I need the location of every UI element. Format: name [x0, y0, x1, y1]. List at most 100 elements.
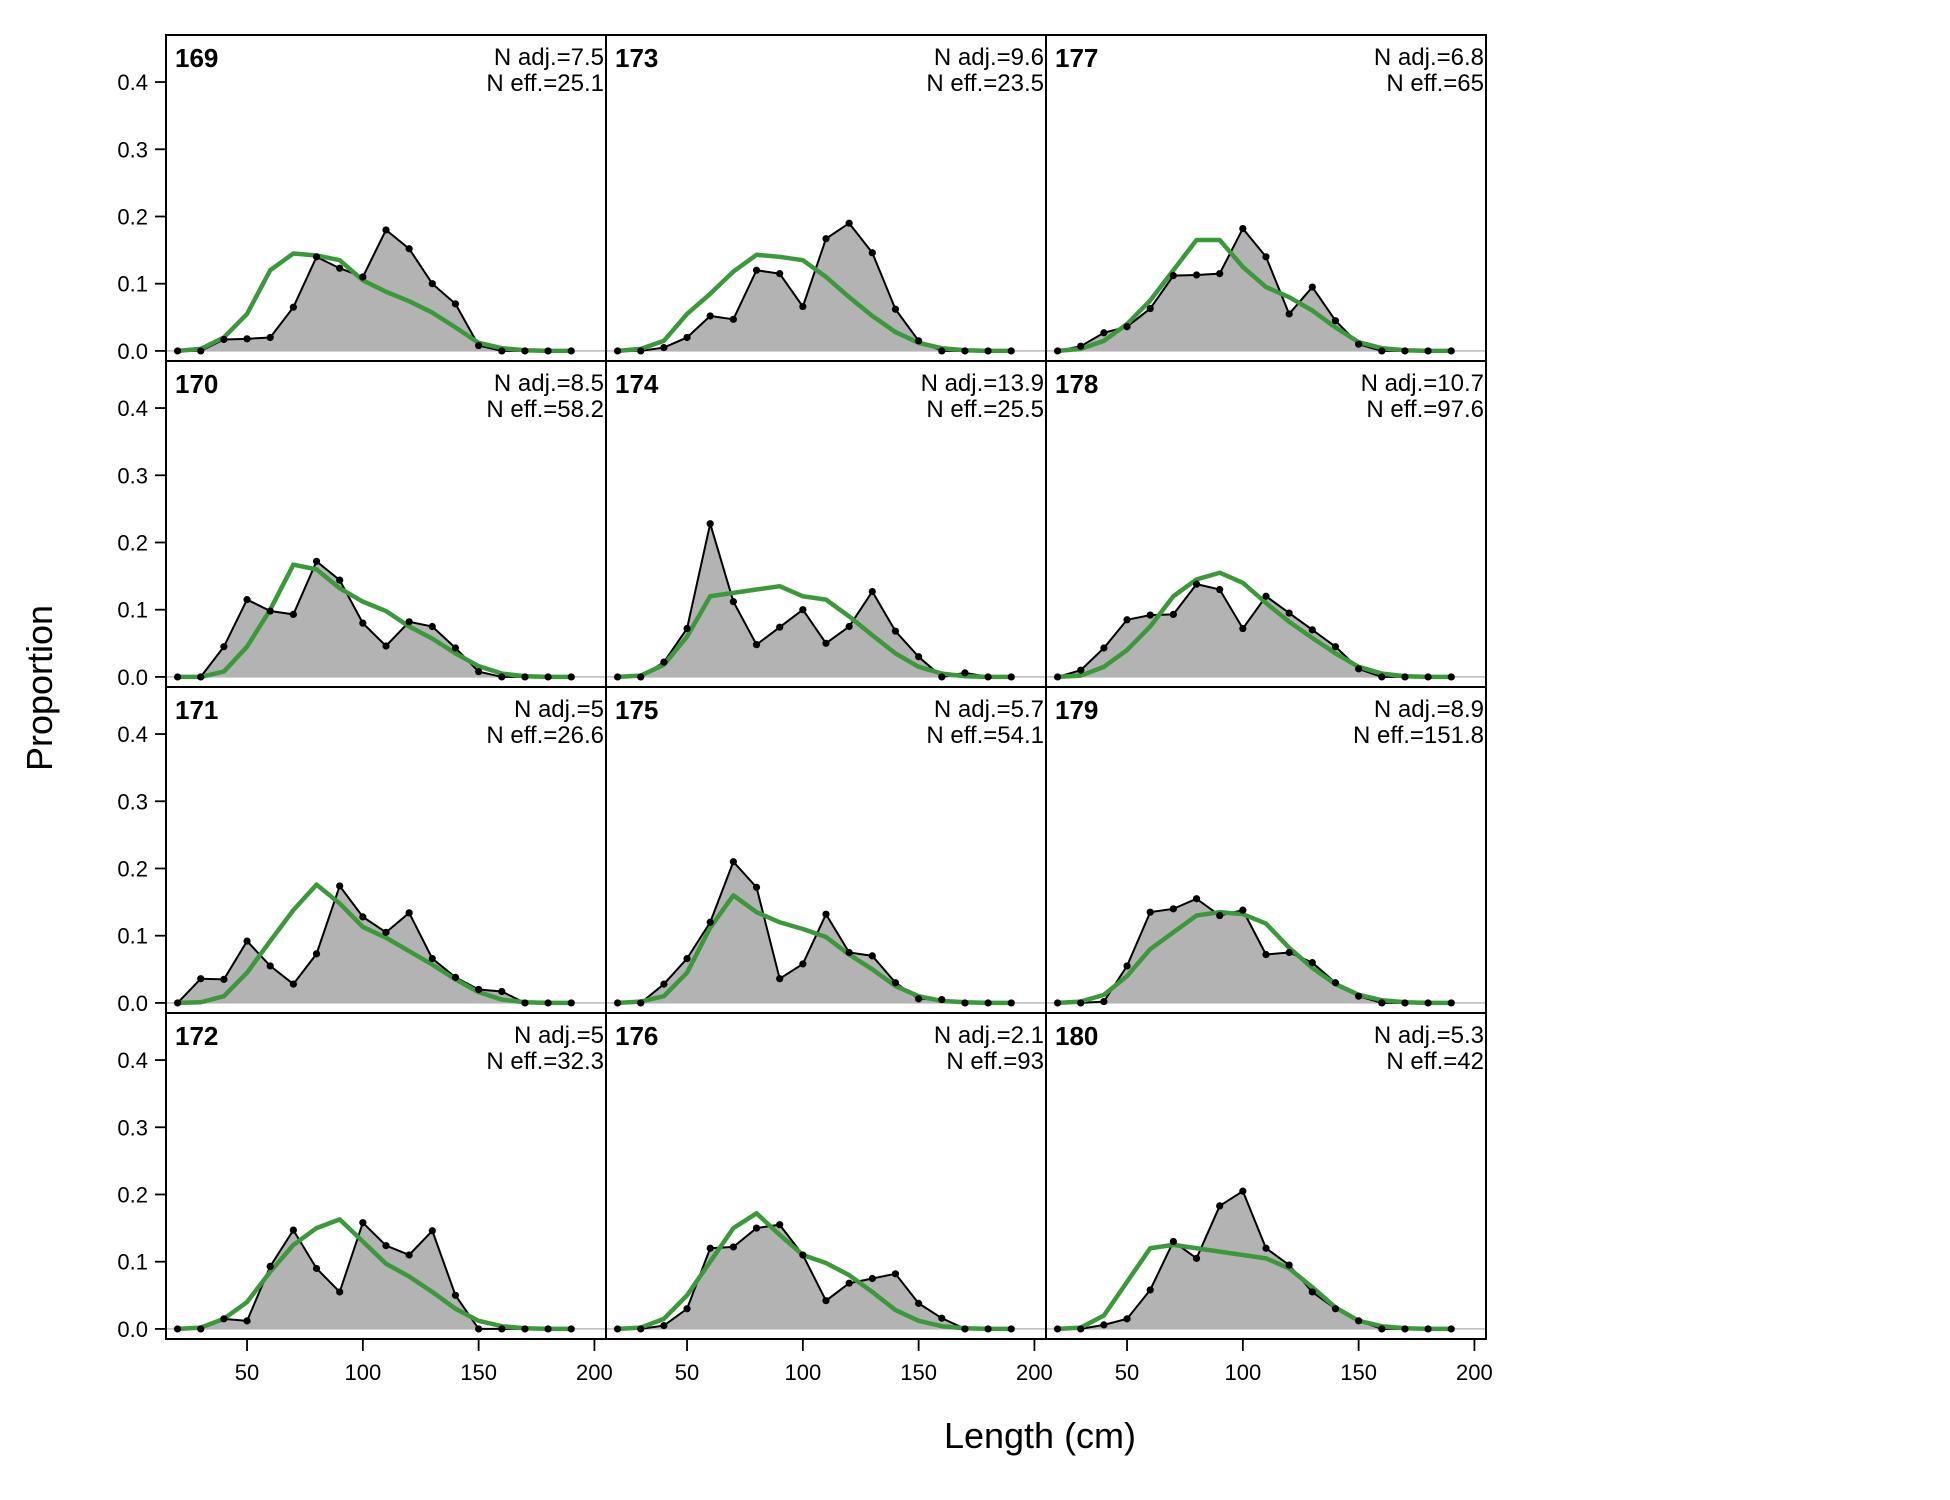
observed-point — [845, 1279, 853, 1287]
observed-point — [729, 598, 737, 606]
expected-line — [1057, 909, 1452, 1006]
observed-point — [706, 520, 714, 528]
n-eff-label: N eff.=23.5 — [926, 70, 1044, 97]
observed-point — [1401, 1325, 1409, 1333]
n-adj-label: N adj.=2.1 — [934, 1022, 1044, 1049]
observed-point — [845, 622, 853, 631]
observed-point — [567, 347, 575, 355]
observed-point — [1308, 626, 1316, 634]
observed-point — [1447, 347, 1455, 355]
observed-point — [1100, 329, 1108, 337]
expected-line — [1057, 570, 1452, 680]
observed-point — [312, 253, 321, 261]
observed-point — [752, 641, 761, 649]
observed-point — [359, 273, 367, 281]
panel-172: 172 N adj.=5N eff.=32.3 — [165, 1012, 607, 1340]
observed-point — [1053, 347, 1062, 355]
panel-178: 178 N adj.=10.7N eff.=97.6 — [1045, 360, 1487, 688]
observed-point — [1216, 911, 1224, 920]
observed-line — [617, 1223, 1012, 1330]
observed-area — [617, 223, 1012, 351]
observed-point — [1308, 958, 1316, 967]
panel-170: 170 N adj.=8.5N eff.=58.2 — [165, 360, 607, 688]
observed-line — [617, 221, 1012, 352]
observed-point — [220, 975, 228, 983]
observed-point — [1216, 585, 1224, 594]
observed-point — [799, 1251, 807, 1259]
y-tick-label: 0.0 — [117, 665, 148, 690]
observed-point — [1262, 1244, 1270, 1252]
n-eff-label: N eff.=65 — [1386, 70, 1484, 97]
observed-point — [197, 1325, 205, 1333]
n-eff-label: N eff.=54.1 — [926, 722, 1044, 749]
observed-point — [1053, 673, 1062, 681]
expected-line — [177, 882, 572, 1006]
observed-point — [683, 333, 691, 342]
expected-line — [1057, 237, 1452, 354]
n-adj-label: N adj.=9.6 — [934, 44, 1044, 71]
x-tick-label: 200 — [576, 1360, 613, 1385]
observed-point — [706, 312, 714, 320]
y-axis: 0.0 0.1 0.2 0.3 0.4 0.0 0.1 0.2 0.3 0.4 0.0 0.1 0.2 0… — [117, 70, 166, 1342]
observed-point — [359, 1219, 367, 1227]
observed-point — [891, 305, 900, 313]
observed-point — [938, 1314, 946, 1322]
observed-point — [868, 1274, 876, 1283]
y-tick-label: 0.3 — [117, 137, 148, 162]
y-tick-label: 0.0 — [117, 339, 148, 364]
observed-point — [382, 1241, 390, 1250]
expected-line — [1057, 1242, 1452, 1332]
observed-point — [1100, 1321, 1108, 1329]
observed-point — [1285, 1261, 1293, 1269]
expected-line — [617, 1211, 1012, 1332]
observed-point — [220, 643, 228, 651]
y-tick-label: 0.2 — [117, 204, 148, 229]
observed-point — [1447, 673, 1455, 681]
observed-point — [1331, 317, 1340, 325]
n-eff-label: N eff.=93 — [946, 1048, 1044, 1075]
panel-label: 169 — [175, 43, 218, 73]
observed-point — [1378, 1325, 1386, 1333]
observed-point — [1216, 1202, 1224, 1210]
panel-171: 171 N adj.=5N eff.=26.6 — [165, 686, 607, 1014]
observed-point — [475, 667, 483, 676]
y-tick-label: 0.0 — [117, 991, 148, 1016]
x-axis-title: Length (cm) — [944, 1415, 1136, 1456]
observed-point — [1169, 272, 1177, 280]
x-tick-label: 100 — [344, 1360, 381, 1385]
observed-point — [776, 975, 784, 983]
observed-point — [683, 954, 691, 963]
observed-point — [706, 918, 714, 926]
observed-point — [915, 653, 923, 661]
observed-point — [1053, 1325, 1062, 1333]
n-eff-label: N eff.=42 — [1386, 1048, 1484, 1075]
observed-point — [984, 999, 992, 1007]
observed-point — [660, 343, 668, 352]
observed-line — [177, 1220, 572, 1330]
expected-line — [177, 251, 572, 354]
panel-label: 170 — [175, 369, 218, 399]
observed-point — [660, 1321, 668, 1330]
observed-point — [1169, 905, 1177, 913]
observed-point — [729, 858, 737, 866]
observed-point — [868, 952, 876, 960]
observed-point — [289, 303, 297, 311]
observed-point — [266, 333, 274, 342]
panel-173: 173 N adj.=9.6N eff.=23.5 — [605, 34, 1047, 362]
observed-point — [1239, 624, 1247, 633]
observed-area — [1057, 228, 1452, 351]
n-adj-label: N adj.=8.5 — [494, 370, 604, 397]
observed-point — [1401, 673, 1409, 681]
panel-176: 176 N adj.=2.1N eff.=93 — [605, 1012, 1047, 1340]
observed-point — [984, 347, 992, 355]
observed-point — [1123, 962, 1131, 970]
observed-area — [617, 523, 1012, 677]
observed-point — [683, 1305, 691, 1313]
observed-point — [660, 980, 668, 988]
observed-point — [1239, 1187, 1247, 1195]
observed-point — [938, 995, 946, 1004]
observed-point — [197, 673, 205, 681]
observed-point — [1169, 610, 1177, 619]
observed-point — [1308, 283, 1316, 291]
observed-point — [243, 1317, 251, 1325]
